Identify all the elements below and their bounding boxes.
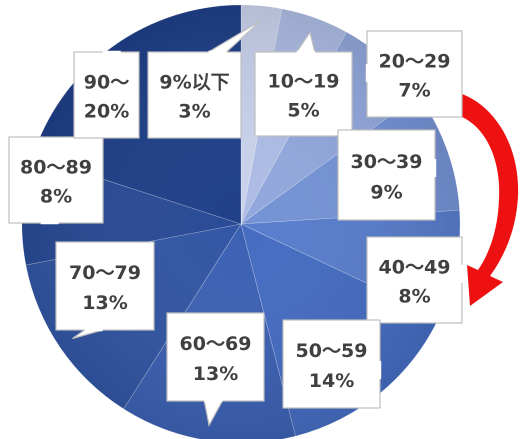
slice-value-label: 13% (193, 363, 238, 385)
data-label: 90〜20% (73, 50, 140, 139)
data-label: 70〜79 13% (55, 241, 155, 340)
label-box (366, 236, 463, 324)
data-label: 10〜19 5% (254, 30, 353, 137)
label-box (337, 129, 436, 221)
slice-value-label: 8% (40, 186, 72, 208)
data-label: 50〜59 14% (282, 319, 382, 409)
data-label: 40〜49 8% (366, 236, 464, 324)
data-label: 80〜89 8% (8, 136, 104, 225)
slice-category-label: 10〜19 (268, 71, 340, 93)
data-label: 60〜69 13% (166, 312, 265, 427)
slice-category-label: 40〜49 (379, 256, 451, 278)
data-labels: 9%以下 3% 10〜19 5% 20〜29 7% 30〜39 9% 40〜49 8% 50〜59 1… (8, 20, 464, 427)
data-label: 30〜39 9% (337, 129, 437, 221)
slice-category-label: 80〜89 (20, 156, 92, 178)
rotation-arrow-icon (462, 94, 519, 306)
data-label: 9%以下 3% (147, 20, 261, 139)
slice-value-label: 9% (370, 182, 402, 204)
slice-value-label: 5% (287, 99, 319, 121)
slice-value-label: 20% (84, 101, 129, 123)
slice-category-label: 20〜29 (379, 50, 451, 72)
label-box (147, 51, 242, 139)
label-box (166, 312, 265, 402)
slice-category-label: 50〜59 (296, 340, 368, 362)
slice-value-label: 13% (82, 292, 127, 314)
slice-value-label: 8% (398, 286, 430, 308)
slice-category-label: 30〜39 (351, 151, 423, 173)
label-box (8, 136, 104, 224)
data-label: 20〜29 7% (365, 30, 463, 118)
slice-category-label: 9%以下 (159, 71, 229, 93)
slice-value-label: 7% (398, 80, 430, 102)
label-box (254, 51, 353, 137)
label-box (55, 241, 155, 331)
label-box (282, 319, 381, 409)
slice-category-label: 70〜79 (69, 262, 141, 284)
slice-value-label: 3% (178, 101, 210, 123)
slice-category-label: 90〜 (84, 71, 129, 93)
slice-value-label: 14% (309, 370, 354, 392)
label-box (73, 51, 140, 139)
slice-category-label: 60〜69 (180, 333, 252, 355)
label-box (366, 30, 463, 118)
